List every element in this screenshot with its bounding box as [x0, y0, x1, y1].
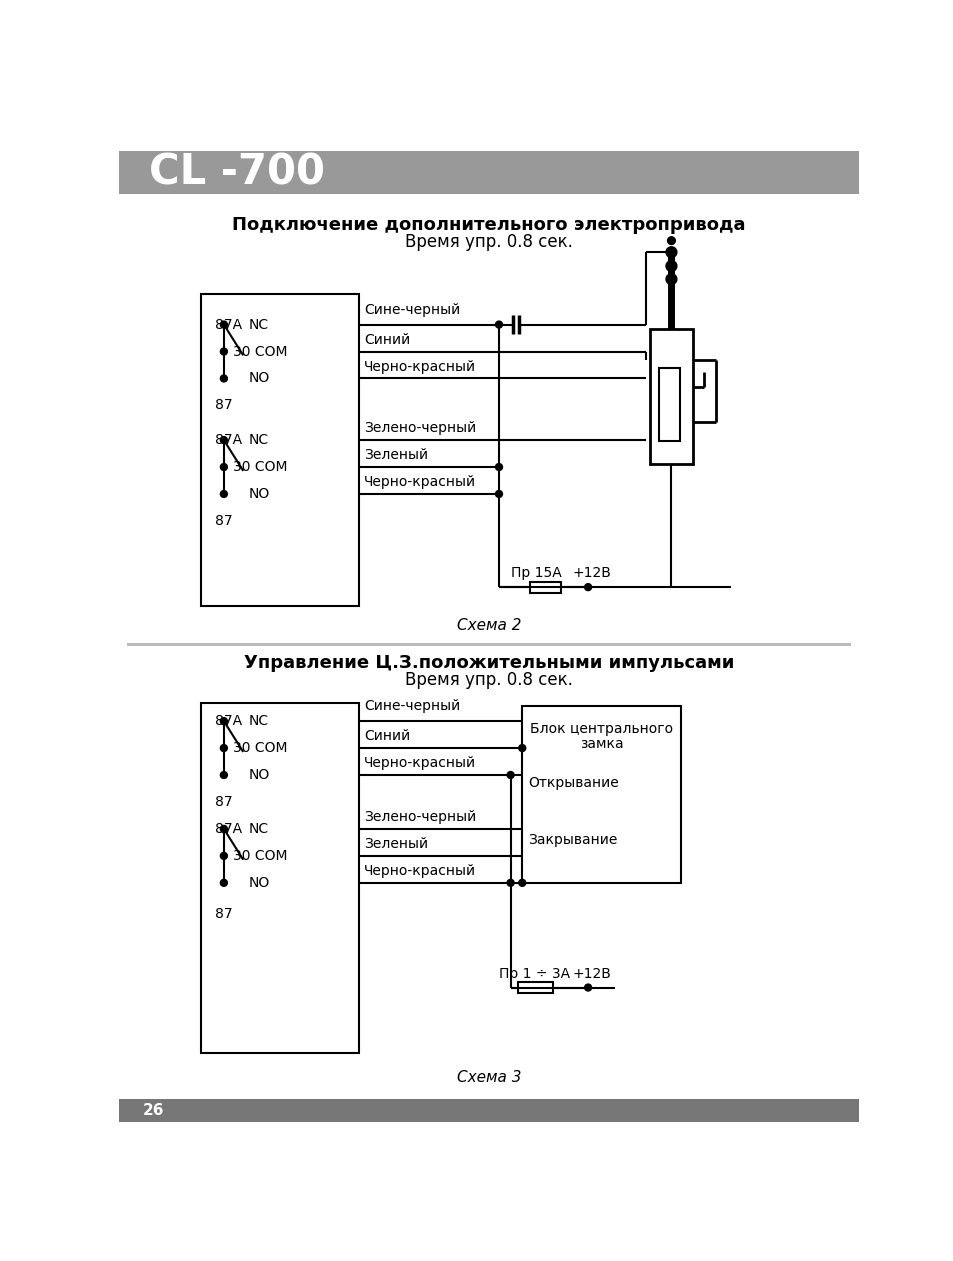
Text: Закрывание: Закрывание — [528, 834, 618, 847]
Text: NC: NC — [249, 714, 269, 728]
Circle shape — [495, 491, 502, 497]
Text: Зелено-черный: Зелено-черный — [364, 421, 476, 435]
Bar — [200, 702, 359, 1053]
Text: Синий: Синий — [364, 333, 410, 347]
Bar — [119, 151, 858, 194]
Text: Блок центрального: Блок центрального — [530, 721, 673, 736]
Circle shape — [665, 261, 676, 271]
Text: 30 COM: 30 COM — [233, 344, 288, 358]
Text: 30 COM: 30 COM — [233, 849, 288, 863]
Circle shape — [220, 491, 227, 497]
Text: Время упр. 0.8 сек.: Время упр. 0.8 сек. — [405, 671, 572, 690]
Text: +12В: +12В — [572, 566, 611, 580]
Text: 30 COM: 30 COM — [233, 741, 288, 755]
Circle shape — [667, 237, 675, 245]
Text: Пр 15А: Пр 15А — [510, 566, 560, 580]
Circle shape — [220, 852, 227, 859]
Circle shape — [665, 247, 676, 257]
Text: Сине-черный: Сине-черный — [364, 303, 460, 317]
Text: 30 COM: 30 COM — [233, 460, 288, 474]
Circle shape — [507, 879, 514, 886]
Circle shape — [220, 375, 227, 382]
Text: Черно-красный: Черно-красный — [364, 475, 476, 489]
Text: NC: NC — [249, 822, 269, 836]
Bar — [659, 368, 679, 441]
Bar — [530, 581, 560, 593]
Text: NO: NO — [249, 876, 270, 890]
Text: замка: замка — [579, 738, 623, 752]
Text: NC: NC — [249, 433, 269, 448]
Text: Подключение дополнительного электропривода: Подключение дополнительного электроприво… — [232, 216, 745, 235]
Circle shape — [220, 348, 227, 356]
Circle shape — [220, 464, 227, 470]
Circle shape — [220, 322, 227, 328]
Text: +12В: +12В — [572, 967, 611, 981]
Circle shape — [220, 436, 227, 444]
Text: 26: 26 — [142, 1103, 164, 1119]
Text: 87A: 87A — [214, 433, 241, 448]
Text: 87: 87 — [214, 908, 232, 922]
Text: Открывание: Открывание — [528, 776, 618, 789]
Text: Сине-черный: Сине-черный — [364, 700, 460, 714]
Circle shape — [495, 464, 502, 470]
Bar — [127, 643, 850, 647]
Text: 87: 87 — [214, 514, 232, 528]
Circle shape — [518, 879, 525, 886]
Bar — [200, 294, 359, 605]
Circle shape — [584, 984, 591, 991]
Text: 87: 87 — [214, 398, 232, 412]
Text: Черно-красный: Черно-красный — [364, 864, 476, 878]
Circle shape — [220, 772, 227, 778]
Circle shape — [220, 744, 227, 752]
Text: Зеленый: Зеленый — [364, 449, 428, 463]
Text: Пр 1 ÷ 3А: Пр 1 ÷ 3А — [498, 967, 570, 981]
Text: Время упр. 0.8 сек.: Время упр. 0.8 сек. — [405, 233, 572, 251]
Text: 87A: 87A — [214, 822, 241, 836]
Circle shape — [495, 322, 502, 328]
Text: Схема 2: Схема 2 — [456, 618, 520, 633]
Circle shape — [220, 879, 227, 886]
Circle shape — [584, 584, 591, 590]
Text: 87: 87 — [214, 794, 232, 810]
Text: NO: NO — [249, 372, 270, 386]
Text: Схема 3: Схема 3 — [456, 1071, 520, 1086]
Text: NO: NO — [249, 768, 270, 782]
Text: Черно-красный: Черно-красный — [364, 757, 476, 770]
Text: Управление Ц.З.положительными импульсами: Управление Ц.З.положительными импульсами — [243, 654, 734, 672]
Bar — [119, 1100, 858, 1122]
Text: 87A: 87A — [214, 714, 241, 728]
Bar — [517, 982, 553, 992]
Circle shape — [518, 744, 525, 752]
Text: NO: NO — [249, 487, 270, 501]
Text: Черно-красный: Черно-красный — [364, 359, 476, 373]
Bar — [649, 329, 692, 464]
Text: Синий: Синий — [364, 729, 410, 744]
Circle shape — [665, 274, 676, 285]
Circle shape — [220, 826, 227, 832]
Text: NC: NC — [249, 318, 269, 332]
Text: Зеленый: Зеленый — [364, 837, 428, 851]
Bar — [521, 706, 680, 883]
Text: CL -700: CL -700 — [149, 151, 324, 194]
Circle shape — [507, 772, 514, 778]
Circle shape — [220, 718, 227, 725]
Text: 87A: 87A — [214, 318, 241, 332]
Text: Зелено-черный: Зелено-черный — [364, 811, 476, 825]
